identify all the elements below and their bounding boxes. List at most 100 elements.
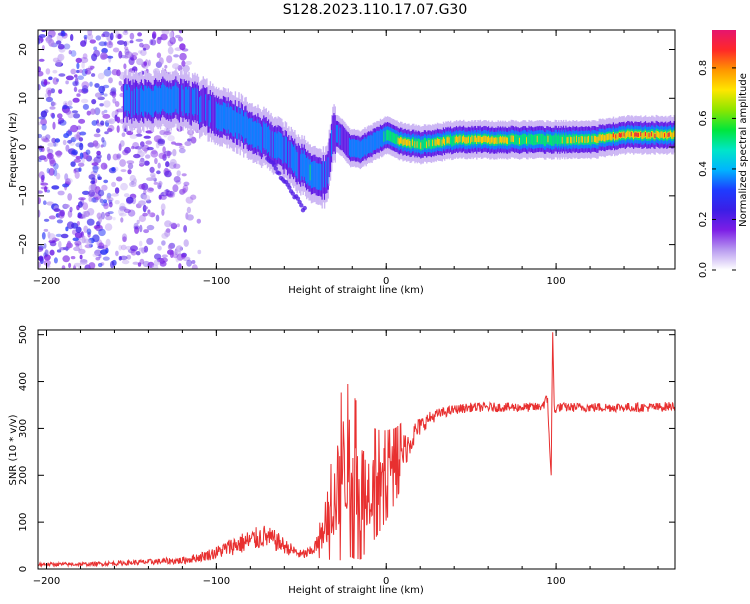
spectrogram-noise-blob	[82, 190, 90, 195]
spectrogram-noise-blob	[93, 156, 102, 164]
spectrogram-noise-blob	[53, 208, 61, 212]
spectrogram-noise-blob	[120, 182, 128, 191]
spectrogram-ridge-cell	[364, 137, 366, 155]
spectrogram-ridge-cell	[375, 132, 377, 151]
spectrogram-noise-blob	[58, 240, 62, 249]
spectrogram-ridge-cell	[145, 86, 147, 113]
spectrogram-noise-blob	[184, 141, 192, 147]
spectrogram-ridge-cell	[363, 138, 365, 157]
spectrogram-noise-blob	[178, 263, 182, 269]
spectrogram-noise-blob	[150, 39, 157, 46]
spectrogram-branch-blob	[302, 205, 307, 211]
spectrogram-ridge-cell	[245, 111, 247, 139]
spectrogram-ridge-cell	[193, 89, 195, 116]
spectrogram-ridge-cell	[232, 109, 234, 137]
spectrogram-ridge-cell	[184, 87, 187, 114]
spectrogram-ridge-cell	[515, 133, 517, 145]
spectrogram-noise-blob	[123, 193, 130, 198]
spectrogram-ridge-cell	[174, 85, 176, 112]
spectrogram-noise-blob	[40, 186, 49, 190]
y-tick-label: 0	[18, 144, 29, 150]
spectrogram-noise-blob	[68, 50, 72, 55]
spectrogram-ridge-cell	[296, 152, 298, 179]
spectrogram-ridge-cell	[189, 86, 191, 125]
spectrogram-ridge-cell	[578, 137, 580, 144]
spectrogram-ridge-cell	[447, 136, 449, 143]
colorbar-ticks: 0.0 0.2 0.4 0.6 0.8	[698, 60, 736, 278]
spectrogram-noise-blob	[107, 66, 111, 71]
spectrogram-ridge-cell	[600, 134, 603, 142]
spectrogram-ridge-cell	[436, 138, 439, 145]
spectrogram-noise-blob	[191, 260, 196, 264]
spectrogram-ridge-cell	[360, 140, 363, 159]
spectrogram-noise-blob	[47, 142, 55, 147]
spectrogram-ridge-cell	[630, 132, 633, 137]
spectrogram-branch-blob	[287, 185, 292, 190]
spectrogram-noise-blob	[40, 118, 47, 126]
spectrogram-noise-blob	[138, 200, 146, 206]
spectrogram-noise-blob	[68, 262, 72, 269]
spectrogram-ridge-cell	[304, 155, 307, 182]
spectrogram-ridge-cell	[497, 133, 499, 145]
spectrogram-ridge-cell	[125, 84, 127, 111]
spectrogram-noise-blob	[111, 181, 117, 188]
spectrogram-branch-blob	[290, 191, 295, 196]
spectrogram-ridge-cell	[465, 137, 467, 144]
spectrogram-ridge-cell	[257, 119, 259, 146]
spectrogram-noise-blob	[65, 177, 73, 184]
y-tick-label: 400	[18, 372, 29, 391]
spectrogram-ridge-cell	[586, 136, 589, 143]
spectrogram-ridge-cell	[622, 131, 624, 139]
spectrogram-ridge-cell	[388, 130, 390, 141]
figure-title: S128.2023.110.17.07.G30	[283, 2, 468, 18]
spectrogram-noise-blob	[94, 92, 102, 98]
spectrogram-noise-blob	[185, 60, 193, 66]
spectrogram-noise-blob	[124, 208, 131, 214]
spectrogram-noise-blob	[60, 233, 69, 239]
spectrogram-ridge-cell	[420, 142, 422, 149]
spectrogram-ridge-cell	[618, 132, 621, 137]
spectrogram-ridge-cell	[323, 161, 326, 200]
spectrogram-noise-blob	[174, 142, 183, 146]
spectrogram-ridge-cell	[533, 135, 535, 146]
spectrogram-ridge-cell	[460, 134, 462, 145]
spectrogram-noise-blob	[189, 134, 194, 140]
spectrogram-noise-blob	[48, 215, 56, 220]
spectrogram-noise-blob	[106, 195, 111, 201]
spectrogram-ridge-cell	[152, 90, 155, 117]
spectrogram-ridge-cell	[259, 124, 262, 151]
colorbar-tick-label: 0.6	[698, 110, 709, 126]
spectrogram-ridge-cell	[609, 133, 611, 140]
spectrogram-ridge-cell	[442, 137, 445, 144]
spectrogram-ridge-cell	[591, 135, 593, 143]
spectrogram-noise-blob	[124, 146, 131, 154]
spectrogram-noise-blob	[55, 59, 62, 67]
spectrogram-noise-blob	[134, 146, 143, 150]
spectrogram-noise-blob	[38, 209, 41, 218]
spectrogram-ridge-cell	[654, 134, 656, 139]
spectrogram-noise-blob	[143, 47, 147, 51]
spectrogram-ridge-cell	[219, 105, 221, 132]
spectrogram-noise-blob	[175, 245, 183, 252]
spectrogram-ridge-cell	[213, 95, 215, 134]
spectrogram-ridge-cell	[580, 136, 583, 143]
spectrogram-ridge-cell	[576, 135, 578, 143]
spectrogram-ridge-cell	[384, 126, 386, 145]
spectrogram-noise-blob	[56, 249, 62, 253]
spectrogram-noise-blob	[158, 194, 162, 200]
spectrogram-noise-blob	[98, 216, 102, 224]
spectrogram-noise-blob	[165, 161, 170, 168]
snr-y-axis-label: SNR (10 * v/v)	[8, 414, 19, 485]
spectrogram-ridge-cell	[491, 136, 493, 143]
spectrogram-noise-blob	[159, 129, 166, 136]
snr-panel: −200 −100 0 100 0 100 200 300 400 500 Height of …	[8, 325, 676, 596]
y-tick-label: 300	[18, 419, 29, 438]
spectrogram-noise-blob	[120, 169, 127, 173]
spectrogram-ridge-cell	[227, 103, 229, 130]
spectrogram-noise-blob	[165, 129, 172, 136]
spectrogram-noise-blob	[154, 253, 162, 260]
spectrogram-noise-blob	[157, 37, 163, 41]
spectrogram-noise-blob	[103, 109, 108, 113]
spectrogram-noise-blob	[109, 91, 116, 96]
